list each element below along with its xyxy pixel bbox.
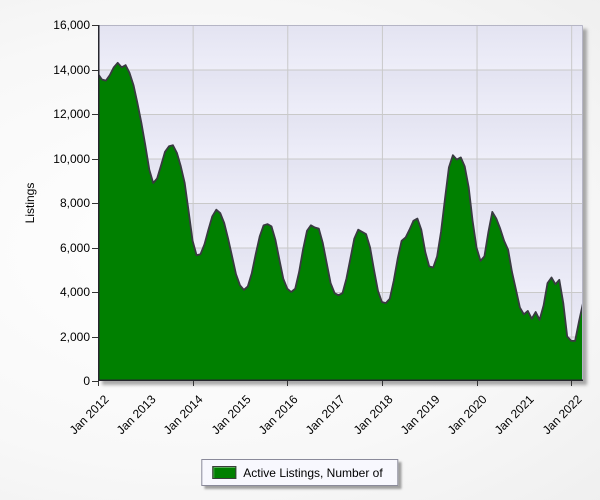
y-tick-label: 6,000 <box>59 240 90 255</box>
legend-swatch-green <box>212 466 237 479</box>
y-tick-label: 10,000 <box>53 151 90 166</box>
legend: Active Listings, Number of <box>201 459 399 486</box>
series-area-fill <box>98 62 583 381</box>
y-tick-mark <box>92 247 98 249</box>
x-tick-mark <box>476 381 478 386</box>
axis-lines <box>98 25 583 381</box>
x-tick-label: Jan 2017 <box>302 392 348 438</box>
x-tick-mark <box>287 381 289 386</box>
x-tick-mark <box>192 381 194 386</box>
y-tick-mark <box>92 336 98 338</box>
y-tick-label: 0 <box>83 374 90 388</box>
x-tick-label: Jan 2019 <box>397 392 443 438</box>
y-tick-label: 14,000 <box>53 62 90 77</box>
x-tick-label: Jan 2015 <box>208 392 254 438</box>
x-tick-label: Jan 2014 <box>161 392 206 438</box>
y-tick-mark <box>92 203 98 204</box>
y-tick-mark <box>92 292 98 293</box>
x-tick-label: Jan 2013 <box>113 392 159 438</box>
y-tick-label: 2,000 <box>59 329 90 344</box>
x-tick-mark <box>381 381 383 386</box>
y-axis-title: Listings <box>23 182 37 224</box>
y-tick-mark <box>92 114 98 115</box>
plot-area <box>98 25 583 381</box>
x-tick-label: Jan 2022 <box>539 392 585 438</box>
x-tick-label: Jan 2021 <box>492 392 538 438</box>
y-tick-label: 12,000 <box>53 107 90 121</box>
series-border-line <box>98 61 583 342</box>
y-tick-label: 4,000 <box>59 285 90 299</box>
y-tick-mark <box>92 69 98 71</box>
x-tick-mark <box>98 381 99 386</box>
x-tick-label: Jan 2020 <box>444 392 490 438</box>
y-tick-mark <box>92 25 98 26</box>
y-tick-label: 16,000 <box>53 18 90 32</box>
legend-label: Active Listings, Number of <box>243 465 383 480</box>
x-tick-label: Jan 2016 <box>255 392 301 438</box>
x-tick-label: Jan 2018 <box>350 392 396 438</box>
x-tick-mark <box>571 381 573 386</box>
area-chart-svg <box>98 25 583 381</box>
y-tick-label: 8,000 <box>59 196 90 210</box>
x-tick-label: Jan 2012 <box>66 392 112 438</box>
y-tick-mark <box>92 381 98 382</box>
y-tick-mark <box>92 158 98 160</box>
